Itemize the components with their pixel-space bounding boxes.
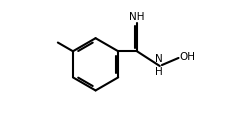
Text: H: H (155, 67, 162, 77)
Text: NH: NH (129, 12, 144, 22)
Text: OH: OH (178, 52, 194, 62)
Text: N: N (155, 54, 162, 64)
